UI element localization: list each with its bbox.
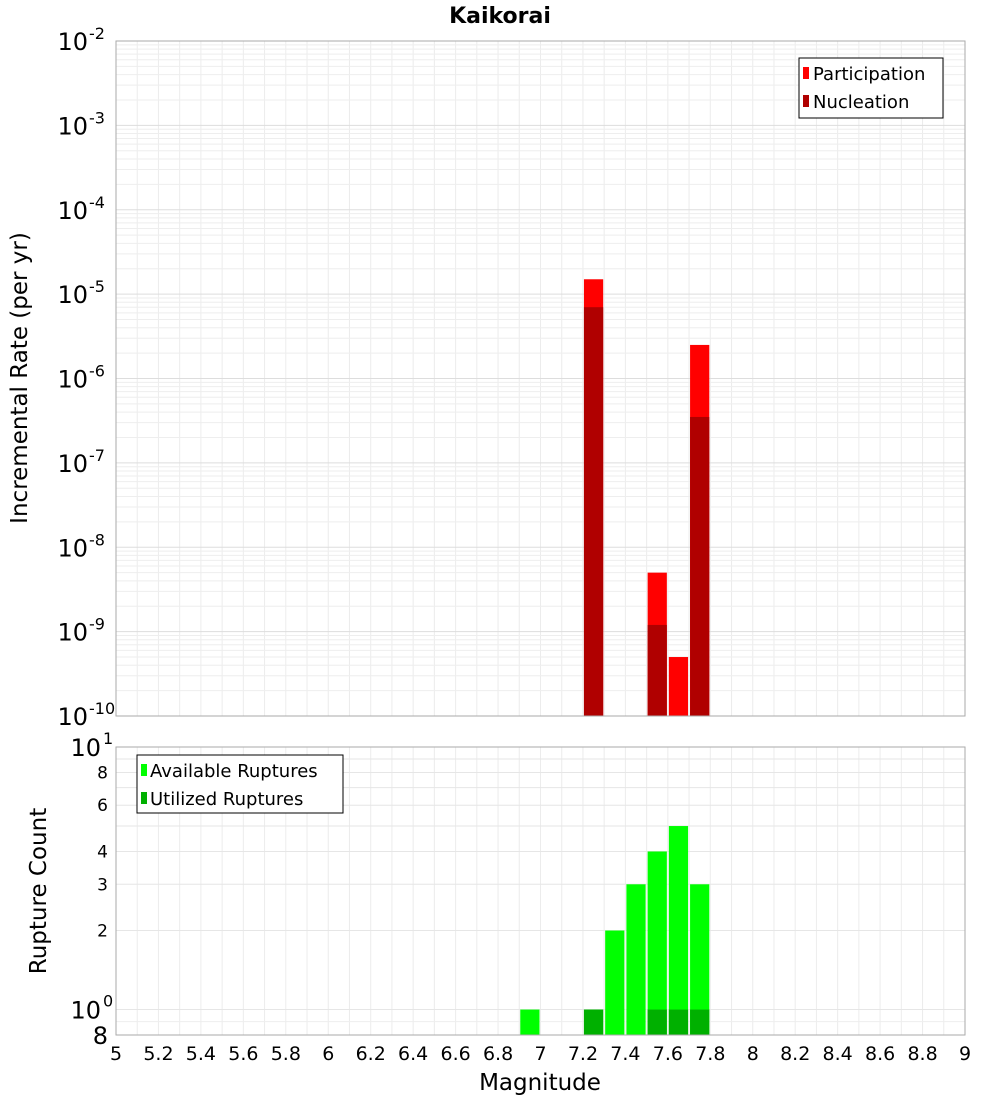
x-tick-label: 8.8 xyxy=(907,1043,937,1065)
x-tick-label: 5.8 xyxy=(271,1043,301,1065)
chart-title: Kaikorai xyxy=(449,4,551,29)
y-tick-exponent: 0 xyxy=(103,992,113,1011)
y-tick-exponent: -10 xyxy=(89,699,115,718)
y-tick-label: 10 xyxy=(70,997,101,1025)
count-bar-available-ruptures xyxy=(626,884,646,1035)
rate-bars xyxy=(583,279,710,716)
y-tick-label: 10 xyxy=(57,450,88,478)
y-tick-label: 10 xyxy=(57,366,88,394)
count-bar-available-ruptures xyxy=(520,1009,540,1035)
y-tick-label: 10 xyxy=(57,703,88,731)
rate-bar-nucleation xyxy=(647,624,667,716)
y-tick-exponent: -9 xyxy=(89,615,105,634)
x-tick-label: 7.2 xyxy=(568,1043,598,1065)
y-tick-label: 2 xyxy=(97,922,108,942)
y-tick-label: 4 xyxy=(97,842,108,862)
y-tick-label: 6 xyxy=(97,796,108,816)
x-tick-label: 7.6 xyxy=(653,1043,683,1065)
rate-legend: Participation Nucleation xyxy=(798,57,944,119)
legend-label-available-ruptures: Available Ruptures xyxy=(150,761,318,782)
y-tick-label: 10 xyxy=(57,197,88,225)
y-tick-exponent: -2 xyxy=(89,24,105,43)
x-tick-label: 7 xyxy=(534,1043,546,1065)
count-bar-utilized-ruptures xyxy=(668,1009,689,1035)
x-tick-label: 8 xyxy=(747,1043,759,1065)
x-ticks: 5 5.2 5.4 5.6 5.8 6 6.2 6.4 6.6 6.8 7 7.2 7.4 7.6 7.8 8… xyxy=(110,1043,971,1065)
y-tick-exponent: -8 xyxy=(89,530,105,549)
legend-swatch-participation xyxy=(803,67,809,79)
count-y-axis-title: Rupture Count xyxy=(26,808,52,974)
y-tick-exponent: -4 xyxy=(89,193,105,212)
y-tick-label: 3 xyxy=(97,875,108,895)
count-bar-utilized-ruptures xyxy=(583,1009,604,1035)
count-bar-utilized-ruptures xyxy=(647,1009,667,1035)
legend-label-utilized-ruptures: Utilized Ruptures xyxy=(150,789,303,810)
x-tick-label: 6.4 xyxy=(398,1043,428,1065)
x-tick-label: 6.2 xyxy=(356,1043,386,1065)
x-tick-label: 5.4 xyxy=(186,1043,216,1065)
count-plot-border xyxy=(115,746,966,1036)
rate-bar-nucleation xyxy=(583,307,604,716)
y-tick-label: 10 xyxy=(57,281,88,309)
x-tick-label: 7.8 xyxy=(695,1043,725,1065)
count-bar-available-ruptures xyxy=(690,884,710,1035)
y-tick-label: 10 xyxy=(57,28,88,56)
y-tick-exponent: -7 xyxy=(89,446,105,465)
rate-bar-nucleation xyxy=(690,416,710,716)
rate-grid xyxy=(115,41,966,717)
x-tick-label: 8.4 xyxy=(823,1043,853,1065)
x-tick-label: 6.8 xyxy=(483,1043,513,1065)
rate-legend-box xyxy=(798,57,944,119)
x-tick-label: 5.2 xyxy=(143,1043,173,1065)
x-tick-label: 6.6 xyxy=(440,1043,470,1065)
y-tick-label: 10 xyxy=(57,619,88,647)
x-axis-title: Magnitude xyxy=(479,1070,601,1096)
x-tick-label: 5.6 xyxy=(228,1043,258,1065)
x-tick-label: 9 xyxy=(959,1043,971,1065)
y-tick-exponent: -6 xyxy=(89,362,105,381)
legend-swatch-nucleation xyxy=(803,95,809,107)
x-tick-label: 7.4 xyxy=(610,1043,640,1065)
count-bar-available-ruptures xyxy=(668,826,689,1035)
y-tick-label: 10 xyxy=(70,734,101,762)
y-tick-exponent: -5 xyxy=(89,277,105,296)
x-tick-label: 5 xyxy=(110,1043,122,1065)
y-tick-label: 8 xyxy=(93,1022,108,1050)
legend-swatch-available-ruptures xyxy=(141,764,147,776)
y-tick-exponent: -3 xyxy=(89,108,105,127)
count-legend: Available Ruptures Utilized Ruptures xyxy=(136,754,344,814)
x-tick-label: 6 xyxy=(322,1043,334,1065)
count-bars xyxy=(520,826,710,1035)
legend-label-participation: Participation xyxy=(813,64,925,85)
x-tick-label: 8.2 xyxy=(780,1043,810,1065)
legend-label-nucleation: Nucleation xyxy=(813,92,909,113)
x-tick-label: 8.6 xyxy=(865,1043,895,1065)
legend-swatch-utilized-ruptures xyxy=(141,792,147,804)
count-bar-utilized-ruptures xyxy=(690,1009,710,1035)
rate-bar-participation xyxy=(668,657,689,716)
count-bar-available-ruptures xyxy=(647,851,667,1035)
rate-y-axis-title: Incremental Rate (per yr) xyxy=(7,232,33,524)
y-tick-exponent: 1 xyxy=(103,729,113,748)
count-bar-available-ruptures xyxy=(605,930,625,1035)
y-tick-label: 10 xyxy=(57,112,88,140)
y-tick-label: 8 xyxy=(97,763,108,783)
count-legend-box xyxy=(136,754,344,814)
rate-plot-border xyxy=(115,40,966,717)
y-tick-label: 10 xyxy=(57,534,88,562)
